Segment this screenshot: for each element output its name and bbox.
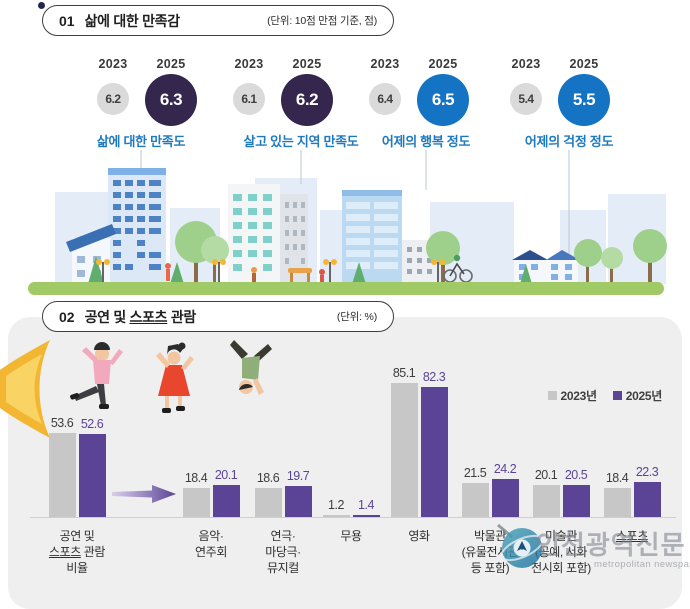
category-label-2: 연극· 마당극· 뮤지컬 [265, 529, 301, 575]
bar-2023년-7 [603, 488, 631, 517]
section2-unit: (단위: %) [336, 311, 377, 323]
metric-circle-2023: 6.4 [369, 83, 401, 115]
bar-2025년-2 [284, 485, 312, 517]
chart-baseline [30, 517, 676, 518]
metric-label-worry: 어제의 걱정 정도 [524, 134, 614, 149]
bar-2025년-1 [212, 485, 240, 517]
bar-value-2025년-4: 82.3 [422, 370, 446, 385]
city-illustration [28, 150, 667, 295]
category-label-0: 공연 및 스포츠 관람 비율 [48, 529, 106, 575]
bar-value-2023년-5: 21.5 [463, 466, 487, 481]
bar-2023년-5 [461, 483, 489, 517]
bar-value-2025년-5: 24.2 [493, 461, 517, 476]
bar-value-2025년-0: 52.6 [80, 417, 104, 432]
decorative-dot [38, 2, 45, 9]
year-label: 2023 [234, 57, 264, 71]
metric-circle-2025: 6.2 [281, 74, 333, 126]
bar-value-2025년-1: 20.1 [214, 468, 238, 483]
dancer-pink [70, 342, 123, 409]
bar-2023년-3 [322, 515, 350, 517]
bar-2025년-5 [491, 478, 519, 517]
bar-value-2023년-6: 20.1 [534, 468, 558, 483]
section1-title: 삶에 대한 만족감 [84, 12, 181, 29]
metric-label-region: 살고 있는 지역 만족도 [243, 134, 359, 149]
bar-value-2025년-7: 22.3 [635, 464, 659, 479]
metric-label-happiness: 어제의 행복 정도 [381, 134, 471, 149]
year-label: 2023 [511, 57, 541, 71]
metric-circle-2025: 6.5 [417, 74, 469, 126]
bar-value-2023년-7: 18.4 [605, 471, 629, 486]
year-label: 2023 [370, 57, 400, 71]
bar-value-2023년-4: 85.1 [392, 365, 416, 380]
bar-value-2023년-3: 1.2 [328, 498, 344, 512]
dancers-illustration [70, 340, 272, 413]
section2-header: 02 공연 및 스포츠 관람 (단위: %) [42, 301, 394, 332]
section2-title: 공연 및 스포츠 관람 [84, 308, 197, 325]
legend-swatch-2023 [547, 391, 557, 400]
section1-number: 01 [59, 12, 75, 29]
bar-value-2023년-2: 18.6 [256, 470, 280, 485]
section1-header: 01 삶에 대한 만족감 (단위: 10점 만점 기준, 점) [42, 5, 394, 36]
bar-2023년-2 [254, 487, 282, 517]
bar-value-2023년-0: 53.6 [50, 415, 74, 430]
year-label: 2025 [156, 57, 186, 71]
year-label: 2023 [98, 57, 128, 71]
category-label-7: 스포츠 [616, 529, 648, 543]
bar-2023년-6 [532, 485, 560, 517]
bar-2025년-6 [562, 484, 590, 517]
legend-swatch-2025 [612, 391, 622, 400]
metric-group-region: 2023 6.1 2025 6.2 [232, 57, 333, 126]
metric-label-life: 삶에 대한 만족도 [96, 134, 186, 149]
metric-group-happiness: 2023 6.4 2025 6.5 [368, 57, 469, 126]
bar-value-2023년-1: 18.4 [184, 471, 208, 486]
dancer-red-dress [156, 342, 194, 413]
metric-circle-2025: 6.3 [145, 74, 197, 126]
dancer-breakdance [230, 340, 272, 395]
section1-unit: (단위: 10점 만점 기준, 점) [267, 15, 377, 27]
bar-2025년-3 [352, 514, 380, 517]
bar-value-2025년-2: 19.7 [286, 468, 310, 483]
arrow-right-icon [112, 485, 176, 503]
category-label-6: 미술관 (공예, 서화 전시회 포함) [531, 529, 591, 575]
bar-value-2025년-3: 1.4 [358, 497, 374, 512]
section2-number: 02 [59, 308, 75, 325]
metric-circle-2023: 5.4 [510, 83, 542, 115]
bar-2023년-1 [182, 488, 210, 517]
bar-2025년-7 [633, 481, 661, 517]
category-label-4: 영화 [408, 529, 430, 543]
metric-circle-2023: 6.2 [97, 83, 129, 115]
section2-panel [8, 317, 682, 609]
category-label-5: 박물관 (유물전시관 등 포함) [461, 529, 519, 575]
bar-2023년-0 [48, 432, 76, 517]
bar-value-2025년-6: 20.5 [564, 467, 588, 482]
year-label: 2025 [428, 57, 458, 71]
bar-2023년-4 [390, 382, 418, 517]
legend-item-2023: 2023년 [547, 387, 597, 404]
megaphone-icon [0, 340, 50, 438]
metric-group-life: 2023 6.2 2025 6.3 [96, 57, 197, 126]
metric-circle-2023: 6.1 [233, 83, 265, 115]
chart-legend: 2023년 2025년 [547, 387, 662, 404]
category-label-1: 음악· 연주회 [195, 529, 227, 559]
bar-2025년-0 [78, 434, 106, 517]
category-label-3: 무용 [340, 529, 362, 543]
legend-item-2025: 2025년 [612, 387, 662, 404]
metric-circle-2025: 5.5 [558, 74, 610, 126]
bar-2025년-4 [420, 387, 448, 517]
year-label: 2025 [569, 57, 599, 71]
year-label: 2025 [292, 57, 322, 71]
metric-group-worry: 2023 5.4 2025 5.5 [509, 57, 610, 126]
